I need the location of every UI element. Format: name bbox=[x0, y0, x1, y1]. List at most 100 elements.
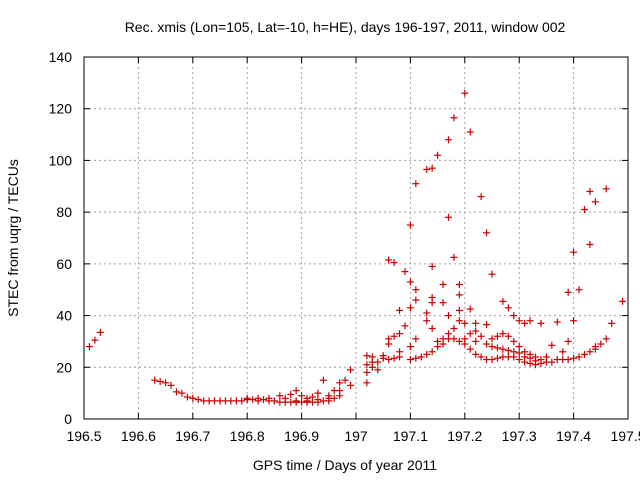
data-point bbox=[167, 381, 175, 389]
data-point bbox=[575, 353, 583, 361]
data-point bbox=[406, 221, 414, 229]
data-point bbox=[548, 341, 556, 349]
data-point bbox=[564, 288, 572, 296]
data-point bbox=[417, 353, 425, 361]
data-point bbox=[488, 343, 496, 351]
data-point bbox=[483, 340, 491, 348]
data-point bbox=[591, 198, 599, 206]
x-tick-label: 197.5 bbox=[610, 428, 640, 444]
data-point bbox=[537, 319, 545, 327]
data-point bbox=[423, 309, 431, 317]
data-point bbox=[390, 332, 398, 340]
data-point bbox=[580, 206, 588, 214]
y-tick-label: 20 bbox=[56, 359, 72, 375]
data-point bbox=[183, 393, 191, 401]
y-axis-label: STEC from uqrg / TECUs bbox=[5, 159, 21, 317]
data-point bbox=[542, 353, 550, 361]
data-point bbox=[249, 396, 257, 404]
data-point bbox=[499, 297, 507, 305]
data-point bbox=[570, 248, 578, 256]
x-tick-label: 197.3 bbox=[502, 428, 537, 444]
data-point bbox=[434, 337, 442, 345]
data-point bbox=[368, 353, 376, 361]
y-tick-label: 40 bbox=[56, 308, 72, 324]
data-point bbox=[292, 397, 300, 405]
x-tick-label: 196.7 bbox=[175, 428, 210, 444]
data-point bbox=[472, 337, 480, 345]
data-point bbox=[455, 281, 463, 289]
data-point bbox=[444, 213, 452, 221]
data-point bbox=[406, 278, 414, 286]
grid bbox=[84, 57, 628, 419]
data-point bbox=[374, 358, 382, 366]
x-tick-label: 197.1 bbox=[393, 428, 428, 444]
data-point bbox=[319, 376, 327, 384]
data-point bbox=[455, 317, 463, 325]
data-point bbox=[406, 343, 414, 351]
data-point bbox=[270, 397, 278, 405]
data-point bbox=[325, 394, 333, 402]
data-point bbox=[96, 328, 104, 336]
x-tick-labels: 196.5 196.6 196.7 196.8 196.9 197 197.1 197.2 19… bbox=[66, 428, 640, 444]
x-tick-label: 197.4 bbox=[556, 428, 591, 444]
data-point bbox=[151, 376, 159, 384]
data-point bbox=[243, 394, 251, 402]
data-point bbox=[428, 262, 436, 270]
data-point bbox=[553, 318, 561, 326]
data-point bbox=[292, 387, 300, 395]
data-point bbox=[341, 376, 349, 384]
data-point bbox=[439, 299, 447, 307]
data-point bbox=[412, 296, 420, 304]
data-point bbox=[172, 388, 180, 396]
data-point bbox=[336, 387, 344, 395]
x-tick-label: 197 bbox=[344, 428, 368, 444]
data-point bbox=[488, 356, 496, 364]
data-point bbox=[178, 389, 186, 397]
data-markers bbox=[85, 89, 627, 406]
axis-ticks bbox=[83, 56, 629, 420]
data-point bbox=[466, 330, 474, 338]
data-point bbox=[461, 335, 469, 343]
data-point bbox=[515, 343, 523, 351]
data-point bbox=[461, 319, 469, 327]
y-tick-label: 0 bbox=[64, 411, 72, 427]
chart-title: Rec. xmis (Lon=105, Lat=-10, h=HE), days… bbox=[125, 19, 566, 35]
data-point bbox=[477, 193, 485, 201]
data-point bbox=[493, 354, 501, 362]
data-point bbox=[499, 330, 507, 338]
data-point bbox=[450, 335, 458, 343]
data-point bbox=[472, 327, 480, 335]
data-point bbox=[504, 304, 512, 312]
data-point bbox=[428, 164, 436, 172]
data-point bbox=[510, 312, 518, 320]
data-point bbox=[287, 390, 295, 398]
data-point bbox=[493, 344, 501, 352]
data-point bbox=[428, 325, 436, 332]
data-point bbox=[586, 240, 594, 248]
data-point bbox=[260, 396, 268, 404]
data-point bbox=[472, 319, 480, 327]
data-point bbox=[602, 185, 610, 193]
data-point bbox=[374, 366, 382, 374]
data-point bbox=[189, 394, 197, 402]
data-point bbox=[570, 354, 578, 362]
x-tick-label: 196.5 bbox=[66, 428, 101, 444]
data-point bbox=[298, 392, 306, 400]
y-tick-label: 120 bbox=[49, 101, 73, 117]
data-point bbox=[428, 293, 436, 301]
data-point bbox=[477, 353, 485, 361]
data-point bbox=[493, 332, 501, 340]
data-point bbox=[385, 356, 393, 364]
data-point bbox=[597, 340, 605, 348]
data-point bbox=[575, 286, 583, 294]
data-point bbox=[444, 330, 452, 338]
data-point bbox=[580, 350, 588, 358]
data-point bbox=[548, 358, 556, 366]
data-point bbox=[162, 379, 170, 387]
x-tick-label: 196.8 bbox=[230, 428, 265, 444]
data-point bbox=[156, 378, 164, 386]
data-point bbox=[559, 348, 567, 356]
data-point bbox=[401, 268, 409, 276]
x-tick-label: 197.2 bbox=[447, 428, 482, 444]
